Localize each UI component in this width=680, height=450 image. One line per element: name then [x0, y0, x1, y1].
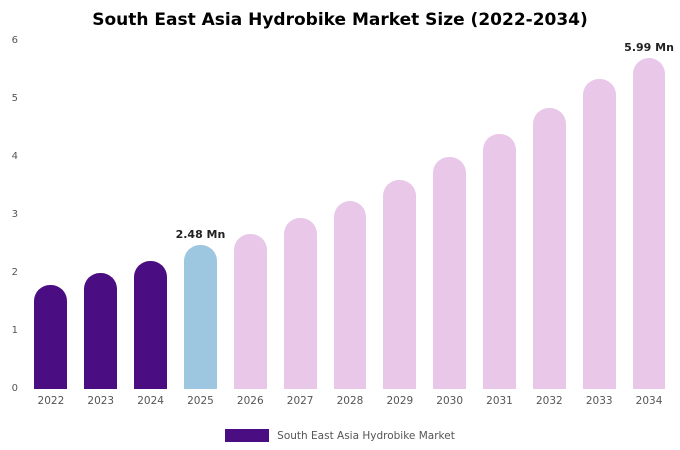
bar-slot-2032: [524, 41, 574, 389]
bar-value-label-2034: 5.99 Mn: [624, 41, 674, 54]
bar-2028: [333, 200, 367, 389]
chart-title: South East Asia Hydrobike Market Size (2…: [92, 10, 588, 30]
y-tick-label: 2: [11, 267, 18, 279]
bar-2022: [34, 284, 68, 389]
y-tick-label: 6: [11, 35, 18, 46]
bar-slot-2023: [76, 41, 126, 389]
bar-2031: [483, 133, 516, 389]
x-tick-label-2026: 2026: [236, 395, 264, 407]
bar-2023: [84, 273, 118, 389]
y-axis: 0 1 2 3 4 5 6: [0, 35, 22, 394]
y-tick-label: 0: [11, 383, 18, 394]
bar-2025: [184, 245, 217, 389]
legend: South East Asia Hydrobike Market: [0, 429, 680, 442]
x-tick-label-2028: 2028: [336, 395, 364, 407]
bar-2026: [233, 233, 267, 389]
bar-slot-2033: [574, 41, 624, 389]
x-tick-label-2027: 2027: [286, 395, 314, 407]
x-axis: 2022 2023 2024 2025 2026 2027 2028 2029 2030 2031…: [26, 395, 674, 407]
x-tick-label-2023: 2023: [87, 395, 115, 407]
x-tick-label-2033: 2033: [585, 395, 613, 407]
x-tick-label-2032: 2032: [535, 395, 563, 407]
bar-2034: [632, 58, 666, 389]
bar-slot-2022: [26, 41, 76, 389]
bar-slot-2034: 5.99 Mn: [624, 41, 674, 389]
x-tick-label-2030: 2030: [436, 395, 464, 407]
bar-slot-2024: [126, 41, 176, 389]
x-tick-label-2025: 2025: [187, 395, 214, 407]
bar-2033: [582, 78, 616, 389]
bar-slot-2026: [225, 41, 275, 389]
y-tick-label: 4: [11, 151, 18, 163]
y-tick-label: 3: [11, 209, 18, 220]
y-tick-label: 5: [11, 93, 18, 104]
bar-slot-2025: 2.48 Mn: [176, 41, 226, 389]
bar-slot-2029: [375, 41, 425, 389]
bar-2027: [283, 217, 317, 389]
x-tick-label-2022: 2022: [37, 395, 65, 407]
bar-2032: [532, 107, 566, 389]
bar-value-label-2025: 2.48 Mn: [175, 228, 226, 242]
bar-2030: [433, 157, 467, 389]
x-tick-label-2024: 2024: [137, 395, 164, 407]
bar-2024: [134, 261, 168, 389]
x-tick-label-2029: 2029: [386, 395, 414, 407]
legend-swatch: [225, 429, 270, 442]
legend-label: South East Asia Hydrobike Market: [277, 429, 455, 442]
bar-slot-2030: [425, 41, 475, 389]
bar-slot-2031: [475, 41, 525, 389]
bar-2029: [383, 180, 417, 389]
bar-slot-2027: [275, 41, 325, 389]
y-tick-label: 1: [11, 325, 18, 337]
x-tick-label-2031: 2031: [486, 395, 513, 407]
x-tick-label-2034: 2034: [635, 395, 663, 407]
bar-slot-2028: [325, 41, 375, 389]
plot-area: 2.48 Mn 5.99 Mn: [26, 41, 674, 389]
